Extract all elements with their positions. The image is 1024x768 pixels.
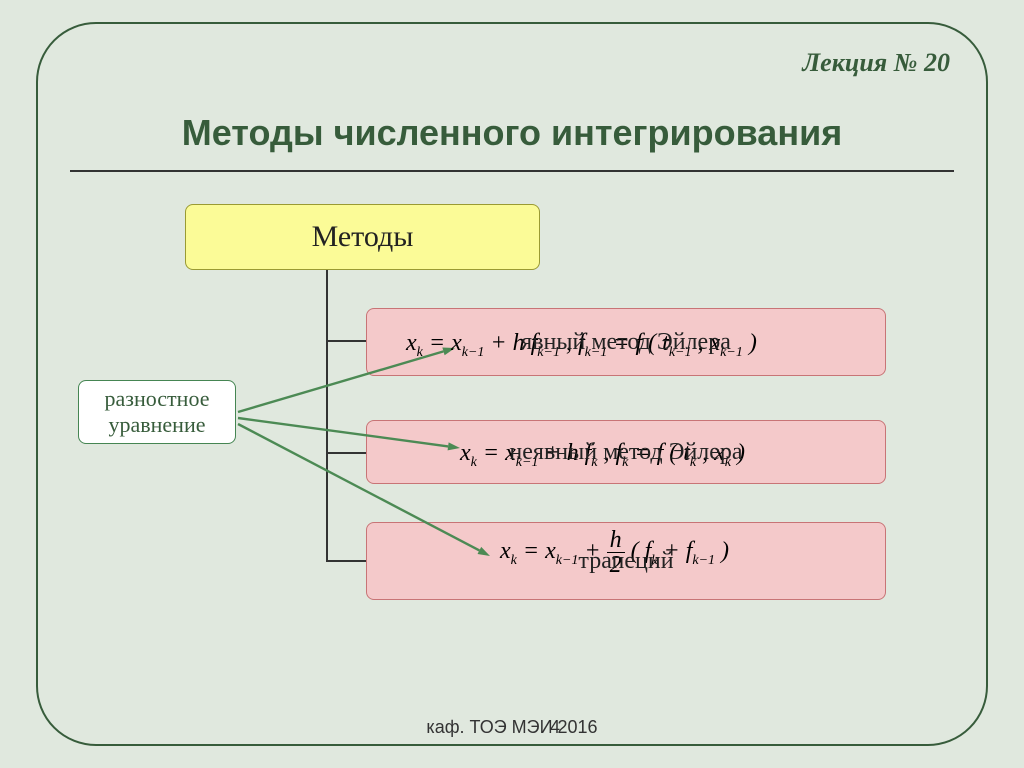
tree-branch-2 bbox=[326, 452, 366, 454]
methods-box-label: Методы bbox=[312, 220, 414, 254]
difference-equation-line2: уравнение bbox=[108, 412, 205, 438]
page-number: 4 bbox=[550, 717, 560, 738]
method-label-explicit-euler: явный метод Эйлера bbox=[521, 329, 731, 356]
method-box-implicit-euler: неявный метод Эйлера bbox=[366, 420, 886, 484]
method-label-implicit-euler: неявный метод Эйлера bbox=[509, 439, 742, 466]
difference-equation-line1: разностное bbox=[105, 386, 210, 412]
method-label-trapezoid: трапеций bbox=[578, 548, 673, 575]
slide-title: Методы численного интегрирования bbox=[0, 112, 1024, 154]
slide: Лекция № 20 Методы численного интегриров… bbox=[0, 0, 1024, 768]
footer-text: каф. ТОЭ МЭИ 2016 bbox=[0, 717, 1024, 738]
lecture-label: Лекция № 20 bbox=[802, 48, 950, 78]
tree-branch-1 bbox=[326, 340, 366, 342]
methods-box: Методы bbox=[185, 204, 540, 270]
tree-trunk bbox=[326, 270, 328, 560]
title-underline bbox=[70, 170, 954, 172]
tree-branch-3 bbox=[326, 560, 366, 562]
difference-equation-box: разностное уравнение bbox=[78, 380, 236, 444]
